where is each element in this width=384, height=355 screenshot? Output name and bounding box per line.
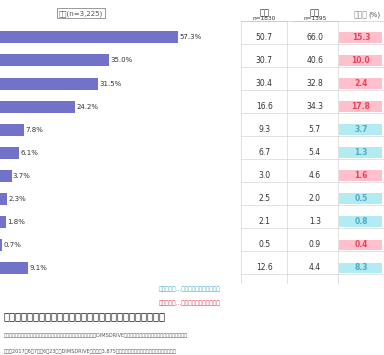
FancyBboxPatch shape xyxy=(339,55,382,66)
Text: 50.7: 50.7 xyxy=(256,33,273,42)
Text: 1.3: 1.3 xyxy=(309,217,321,226)
FancyBboxPatch shape xyxy=(339,101,382,112)
Text: 2.5: 2.5 xyxy=(258,194,270,203)
Text: 2.3%: 2.3% xyxy=(8,196,26,202)
Text: 40.6: 40.6 xyxy=(306,56,323,65)
Text: 3.7: 3.7 xyxy=(354,125,368,134)
Text: 3.0: 3.0 xyxy=(258,171,270,180)
Text: 10.0: 10.0 xyxy=(352,56,370,65)
Text: 0.9: 0.9 xyxy=(309,240,321,249)
Bar xyxy=(0,77,98,89)
FancyBboxPatch shape xyxy=(339,240,382,250)
Text: 2.1: 2.1 xyxy=(258,217,270,226)
Text: 表６　「どのような工夫をしていますか」　についての回答: 表６ 「どのような工夫をしていますか」 についての回答 xyxy=(4,311,166,321)
Text: 4.6: 4.6 xyxy=(309,171,321,180)
Text: 男女差青字…男性のほうが数値が高い: 男女差青字…男性のほうが数値が高い xyxy=(158,286,220,292)
FancyBboxPatch shape xyxy=(339,193,382,204)
Text: 34.3: 34.3 xyxy=(306,102,323,111)
Text: 66.0: 66.0 xyxy=(306,33,323,42)
Text: 5.7: 5.7 xyxy=(309,125,321,134)
Text: 4.4: 4.4 xyxy=(309,263,321,272)
Bar xyxy=(0,100,75,113)
Text: 期間：2017年6月7日～6月23日。DIMSDRIVEモニター3,875人が回答。エピソードも両アンケートです。: 期間：2017年6月7日～6月23日。DIMSDRIVEモニター3,875人が回… xyxy=(4,349,177,354)
FancyBboxPatch shape xyxy=(339,78,382,89)
Bar xyxy=(0,193,7,205)
FancyBboxPatch shape xyxy=(241,8,287,21)
Bar xyxy=(0,239,2,251)
Bar xyxy=(0,54,109,66)
Bar xyxy=(0,147,19,159)
Text: 15.3: 15.3 xyxy=(352,33,370,42)
Text: 男性: 男性 xyxy=(259,9,269,17)
Text: 8.3: 8.3 xyxy=(354,263,368,272)
Text: 17.8: 17.8 xyxy=(351,102,371,111)
FancyBboxPatch shape xyxy=(339,124,382,135)
Text: (%): (%) xyxy=(369,11,381,18)
Text: 57.3%: 57.3% xyxy=(180,34,202,40)
FancyBboxPatch shape xyxy=(339,263,382,273)
Text: 女性: 女性 xyxy=(310,9,320,17)
Text: 30.4: 30.4 xyxy=(256,79,273,88)
Text: 30.7: 30.7 xyxy=(256,56,273,65)
Text: 31.5%: 31.5% xyxy=(99,81,122,87)
FancyBboxPatch shape xyxy=(339,170,382,181)
Text: 9.1%: 9.1% xyxy=(30,265,48,271)
Text: 7.8%: 7.8% xyxy=(25,127,43,133)
FancyBboxPatch shape xyxy=(339,147,382,158)
Text: 3.7%: 3.7% xyxy=(13,173,31,179)
Text: 16.6: 16.6 xyxy=(256,102,273,111)
Text: 0.5: 0.5 xyxy=(258,240,270,249)
Text: 2.4: 2.4 xyxy=(354,79,367,88)
Text: 0.5: 0.5 xyxy=(354,194,367,203)
Text: 12.6: 12.6 xyxy=(256,263,273,272)
FancyBboxPatch shape xyxy=(339,32,382,43)
Text: 1.6: 1.6 xyxy=(354,171,367,180)
Text: 24.2%: 24.2% xyxy=(76,104,99,110)
Text: 9.3: 9.3 xyxy=(258,125,270,134)
Bar xyxy=(0,124,24,136)
Text: 男女差赤字…女性のほうが数値が高い: 男女差赤字…女性のほうが数値が高い xyxy=(158,300,220,306)
Bar xyxy=(0,216,6,228)
Bar xyxy=(0,262,28,274)
Text: 1.8%: 1.8% xyxy=(7,219,25,225)
Text: 32.8: 32.8 xyxy=(306,79,323,88)
Text: n=1395: n=1395 xyxy=(303,16,326,21)
FancyBboxPatch shape xyxy=(339,217,382,227)
Text: n=1830: n=1830 xyxy=(253,16,276,21)
Text: 6.1%: 6.1% xyxy=(20,150,38,155)
FancyBboxPatch shape xyxy=(292,8,338,21)
Text: 1.3: 1.3 xyxy=(354,148,367,157)
Text: 男女差: 男女差 xyxy=(354,11,368,20)
Text: 0.8: 0.8 xyxy=(354,217,368,226)
Text: 6.7: 6.7 xyxy=(258,148,270,157)
Bar xyxy=(0,32,179,43)
Text: 全体(n=3,225): 全体(n=3,225) xyxy=(59,10,103,17)
Text: 0.7%: 0.7% xyxy=(3,242,21,248)
Text: 調査機関：インターワイヤード株式会社が運営するネットリサーチ「DIMSDRIVE」実施のアンケート「賞味期限と消費期限」。: 調査機関：インターワイヤード株式会社が運営するネットリサーチ「DIMSDRIVE… xyxy=(4,333,188,338)
Text: 0.4: 0.4 xyxy=(354,240,367,249)
Text: 2.0: 2.0 xyxy=(309,194,321,203)
Bar xyxy=(0,170,12,182)
Text: 5.4: 5.4 xyxy=(309,148,321,157)
Text: 35.0%: 35.0% xyxy=(110,58,132,64)
